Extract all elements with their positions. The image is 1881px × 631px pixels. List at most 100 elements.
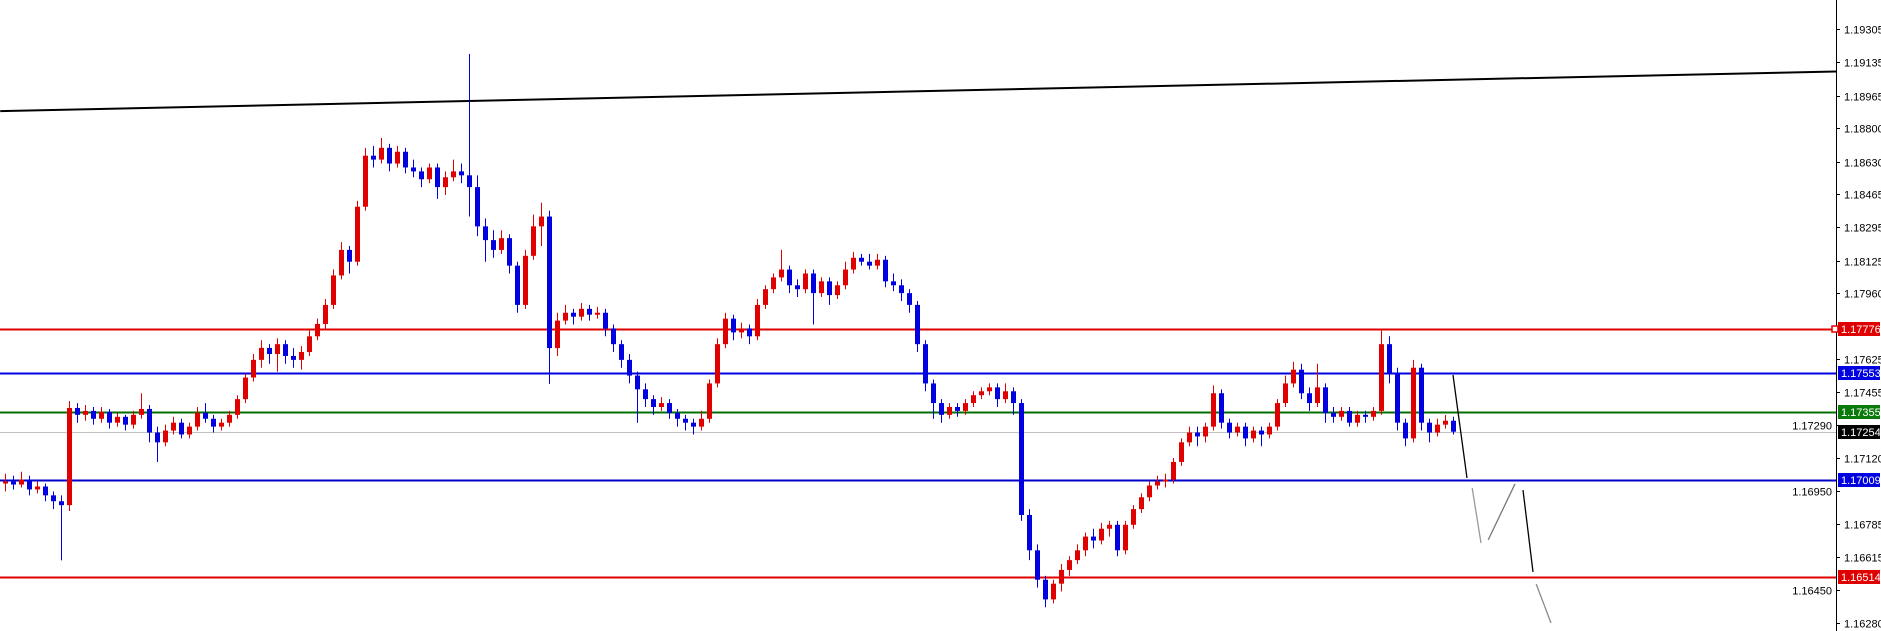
level-label-box xyxy=(1838,405,1880,419)
level-label: 1.17254 xyxy=(1841,427,1881,439)
candle xyxy=(779,249,784,282)
candle xyxy=(939,399,944,423)
candle xyxy=(195,406,200,431)
candle xyxy=(1227,418,1232,439)
candles xyxy=(3,53,1456,608)
candle-body xyxy=(1011,391,1016,404)
candle-body xyxy=(947,406,952,415)
candle-body xyxy=(915,304,920,345)
candle-body xyxy=(787,269,792,286)
candle xyxy=(1131,505,1136,529)
y-tick-label: 1.19305 xyxy=(1844,25,1881,37)
candle-body xyxy=(515,265,520,305)
candle-body xyxy=(27,479,32,490)
candle xyxy=(1435,418,1440,437)
candle xyxy=(1275,399,1280,431)
candle-body xyxy=(1155,481,1160,486)
candle xyxy=(1147,481,1152,502)
candle-body xyxy=(1419,367,1424,423)
candle-body xyxy=(243,377,248,400)
candle xyxy=(643,383,648,407)
candle-body xyxy=(907,293,912,305)
candle xyxy=(491,230,496,258)
candle xyxy=(419,167,424,188)
candle xyxy=(1331,406,1336,423)
candle xyxy=(859,253,864,266)
candle-body xyxy=(699,418,704,427)
candle-body xyxy=(883,259,888,282)
candle-body xyxy=(139,408,144,415)
candle-body xyxy=(499,238,504,250)
candle xyxy=(1427,418,1432,443)
candle-body xyxy=(1307,393,1312,404)
candle-body xyxy=(387,147,392,164)
candle xyxy=(211,414,216,433)
candle-body xyxy=(1115,524,1120,551)
candle-body xyxy=(843,269,848,286)
candle xyxy=(187,422,192,439)
candle xyxy=(1051,579,1056,604)
candle-body xyxy=(83,410,88,415)
candle xyxy=(347,245,352,274)
candle xyxy=(835,281,840,300)
candle-body xyxy=(371,155,376,160)
candle xyxy=(291,348,296,368)
y-tick-label: 1.16615 xyxy=(1844,553,1881,565)
y-tick-label: 1.18965 xyxy=(1844,92,1881,104)
candle-body xyxy=(731,318,736,333)
candle xyxy=(1155,475,1160,490)
candle xyxy=(299,346,304,370)
candle-body xyxy=(1219,393,1224,423)
candle-body xyxy=(1107,524,1112,529)
candle-body xyxy=(955,406,960,411)
candle xyxy=(259,340,264,368)
candle xyxy=(403,147,408,174)
y-tick-label: 1.18295 xyxy=(1844,223,1881,235)
candle xyxy=(387,143,392,172)
candle xyxy=(1299,363,1304,400)
candle xyxy=(147,405,152,443)
candle xyxy=(475,175,480,237)
candle-body xyxy=(1347,410,1352,423)
candle-body xyxy=(1411,367,1416,439)
candle xyxy=(227,410,232,427)
candle-body xyxy=(491,240,496,250)
candle xyxy=(915,300,920,353)
candle-body xyxy=(899,285,904,294)
candle xyxy=(571,308,576,325)
candle-body xyxy=(1355,414,1360,423)
projection-segment xyxy=(1471,487,1482,544)
candle-body xyxy=(1211,393,1216,427)
candle xyxy=(955,403,960,417)
candle-body xyxy=(459,171,464,176)
candle xyxy=(619,340,624,368)
candle-body xyxy=(1451,420,1456,432)
candle xyxy=(651,395,656,415)
candle xyxy=(1443,414,1448,429)
candle-body xyxy=(115,416,120,423)
candle xyxy=(467,53,472,217)
candle xyxy=(627,353,632,384)
candle-body xyxy=(291,355,296,360)
candle xyxy=(1027,509,1032,561)
candle xyxy=(251,353,256,382)
candle-body xyxy=(723,318,728,345)
candle xyxy=(235,395,240,419)
candle-body xyxy=(147,408,152,433)
candle xyxy=(851,251,856,274)
candle-body xyxy=(811,273,816,294)
candle xyxy=(443,171,448,195)
candle xyxy=(75,403,80,423)
candle-body xyxy=(691,422,696,427)
candle-body xyxy=(435,167,440,188)
candle-body xyxy=(971,395,976,404)
candle-body xyxy=(739,328,744,333)
candle-body xyxy=(779,269,784,278)
candle xyxy=(875,253,880,270)
candle xyxy=(811,269,816,325)
candle xyxy=(163,424,168,447)
candle xyxy=(1395,367,1400,431)
candle xyxy=(739,322,744,339)
level-label: 1.16514 xyxy=(1841,572,1881,584)
candle xyxy=(595,306,600,319)
